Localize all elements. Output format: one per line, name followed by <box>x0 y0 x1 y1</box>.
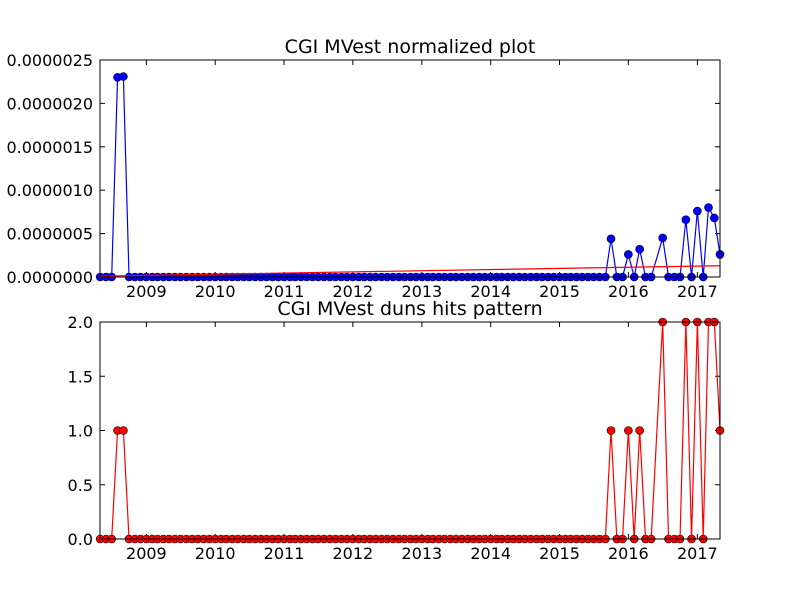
data-point <box>635 244 644 254</box>
y-tick-label: 0.0000020 <box>6 94 93 113</box>
tick-labels: 2009 2010 2011 2012 2013 2014 2015 2016 2017 0.0 0… <box>68 313 718 563</box>
x-tick-label: 2017 <box>677 282 718 301</box>
x-tick-label: 2013 <box>402 282 443 301</box>
x-tick-label: 2012 <box>333 544 374 563</box>
y-tick-label: 0.0000025 <box>6 51 93 70</box>
chart-duns-hits-pattern: CGI MVest duns hits pattern 2009 2010 2011… <box>68 298 725 563</box>
x-tick-label: 2011 <box>264 544 305 563</box>
x-tick-label: 2014 <box>470 544 511 563</box>
x-tick-label: 2010 <box>195 544 236 563</box>
y-tick-label: 0.0000000 <box>6 268 93 287</box>
data-point <box>704 203 713 212</box>
x-tick-label: 2009 <box>126 544 167 563</box>
x-tick-label: 2014 <box>470 282 511 301</box>
x-tick-label: 2011 <box>264 282 305 301</box>
data-point <box>606 234 616 244</box>
x-tick-label: 2015 <box>539 282 580 301</box>
data-point <box>635 426 644 435</box>
x-tick-label: 2010 <box>195 282 236 301</box>
series-line <box>100 265 721 277</box>
y-tick-label: 0.5 <box>68 476 93 495</box>
data-point <box>710 213 719 223</box>
x-tick-label: 2017 <box>677 544 718 563</box>
chart-normalized-plot: CGI MVest normalized plot 2009 2010 2011 20… <box>6 36 725 301</box>
x-tick-label: 2009 <box>126 282 167 301</box>
y-tick-label: 1.0 <box>68 422 93 441</box>
data-point <box>606 426 616 435</box>
data-point <box>119 72 128 81</box>
chart-title: CGI MVest normalized plot <box>285 36 536 58</box>
x-tick-label: 2012 <box>333 282 374 301</box>
tick-labels: 2009 2010 2011 2012 2013 2014 2015 2016 2017 0.00… <box>6 51 717 301</box>
x-tick-label: 2015 <box>539 544 580 563</box>
data-point <box>681 215 691 225</box>
axes-frame <box>99 321 721 540</box>
y-tick-label: 1.5 <box>68 367 93 386</box>
x-tick-label: 2016 <box>608 282 649 301</box>
y-tick-label: 2.0 <box>68 313 93 332</box>
x-tick-label: 2016 <box>608 544 649 563</box>
data-point <box>693 206 702 216</box>
data-point <box>624 250 633 259</box>
y-tick-label: 0.0000010 <box>6 181 93 200</box>
chart-title: CGI MVest duns hits pattern <box>277 298 542 320</box>
y-tick-label: 0.0000005 <box>6 225 93 244</box>
y-tick-label: 0.0000015 <box>6 138 93 157</box>
y-tick-label: 0.0 <box>68 530 93 549</box>
data-point <box>119 426 128 435</box>
data-point <box>658 233 667 243</box>
data-point <box>624 426 633 435</box>
axes-frame <box>99 59 721 278</box>
x-tick-label: 2013 <box>402 544 443 563</box>
